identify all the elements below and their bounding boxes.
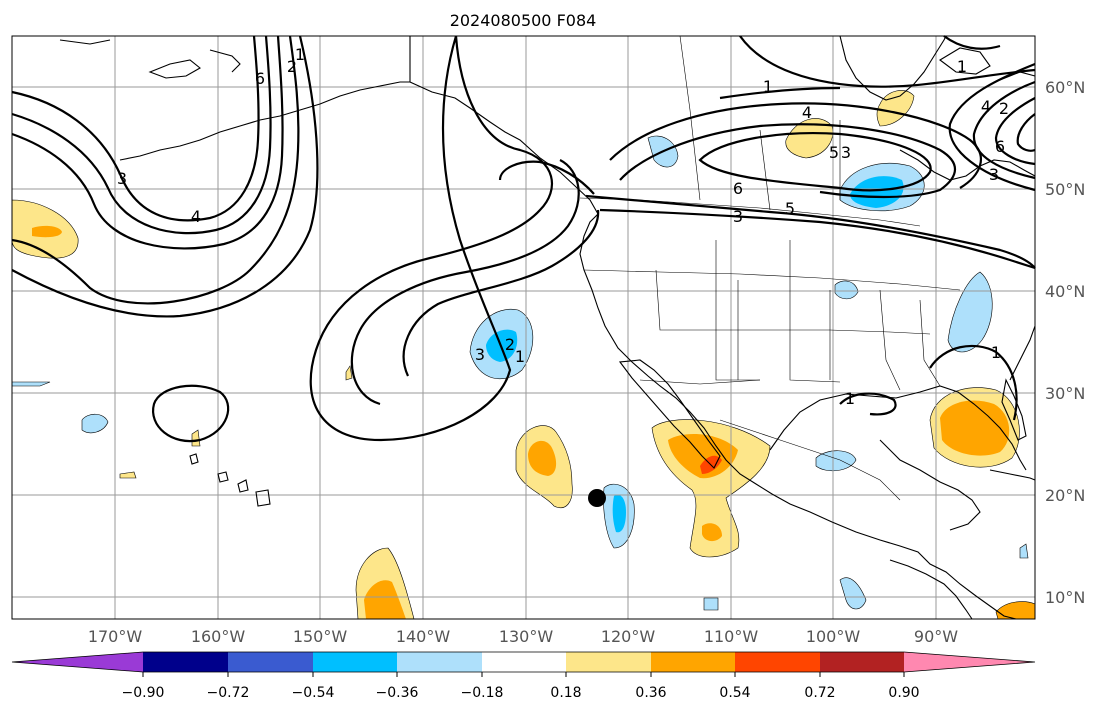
contour-label: 1 (991, 343, 1001, 362)
contour-label: 1 (515, 347, 525, 366)
longitude-label: 150°W (293, 627, 348, 646)
positive-anomaly-area (528, 440, 557, 476)
latitude-label: 40°N (1045, 282, 1085, 301)
colorbar-segment (397, 652, 482, 672)
colorbar-extend-high (904, 652, 1035, 672)
contour-label: 1 (295, 45, 305, 64)
colorbar-label: −0.72 (207, 685, 250, 701)
contour-label: 3 (841, 143, 851, 162)
positive-anomaly-area (119, 471, 137, 479)
colorbar: −0.90 −0.72 −0.54 −0.36 −0.18 0.18 0.36 … (11, 651, 1036, 701)
contour-label: 5 (785, 199, 795, 218)
longitude-label: 170°W (88, 627, 143, 646)
map-panel: 1 2 3 4 5 6 3 2 1 3 4 2 1 6 5 3 1 1 3 6 … (11, 35, 1036, 620)
contour-labels: 1 2 3 4 5 6 3 2 1 3 4 2 1 6 5 3 1 1 3 6 … (117, 45, 1009, 408)
colorbar-segment (313, 652, 397, 672)
contour-label: 5 (829, 143, 839, 162)
negative-anomaly-area (81, 413, 109, 434)
colorbar-segment (143, 652, 228, 672)
latitude-label: 60°N (1045, 78, 1085, 97)
longitude-axis-labels: 170°W 160°W 150°W 140°W 130°W 120°W 110°… (88, 627, 958, 646)
contour-label: 2 (287, 57, 297, 76)
negative-anomaly-area (612, 494, 626, 533)
contour-label: 4 (981, 97, 991, 116)
contour-label: 4 (191, 207, 201, 226)
colorbar-label: −0.18 (461, 685, 504, 701)
contour-label: 3 (733, 207, 743, 226)
negative-anomaly-area (850, 176, 904, 208)
contour-label: 3 (117, 169, 127, 188)
colorbar-segment (482, 652, 566, 672)
colorbar-labels: −0.90 −0.72 −0.54 −0.36 −0.18 0.18 0.36 … (122, 685, 920, 701)
colorbar-segment (566, 652, 651, 672)
longitude-label: 90°W (914, 627, 958, 646)
positive-anomaly-area (364, 580, 406, 619)
colorbar-label: −0.90 (122, 685, 165, 701)
colorbar-segment (228, 652, 313, 672)
positive-anomaly-area (876, 90, 915, 127)
contour-label: 2 (999, 99, 1009, 118)
negative-anomaly-area (1019, 543, 1029, 559)
longitude-label: 130°W (499, 627, 554, 646)
positive-anomaly-area (668, 434, 738, 479)
contour-label: 1 (763, 77, 773, 96)
colorbar-label: 0.36 (635, 685, 666, 701)
contour-label: 6 (733, 179, 743, 198)
positive-anomaly-area (345, 365, 353, 381)
map-frame (11, 35, 1036, 620)
colorbar-label: 0.72 (804, 685, 835, 701)
negative-anomaly-area (703, 597, 719, 611)
positive-anomaly-area (940, 400, 1010, 456)
colorbar-label: −0.36 (376, 685, 419, 701)
shaded-anomaly-areas (11, 90, 1036, 620)
negative-anomaly-area (839, 577, 867, 610)
contour-label: 6 (255, 69, 265, 88)
political-borders (579, 35, 961, 501)
latitude-label: 20°N (1045, 486, 1085, 505)
negative-anomaly-area (834, 280, 859, 300)
positive-anomaly-area (32, 225, 62, 238)
colorbar-label: −0.54 (292, 685, 335, 701)
contour-label: 6 (995, 137, 1005, 156)
colorbar-ticks (142, 672, 905, 677)
longitude-label: 110°W (704, 627, 759, 646)
colorbar-extend-low (12, 652, 143, 672)
map-title: 2024080500 F084 (450, 11, 597, 30)
location-marker (588, 489, 606, 507)
latitude-label: 10°N (1045, 588, 1085, 607)
longitude-label: 100°W (806, 627, 861, 646)
contour-label: 1 (845, 389, 855, 408)
colorbar-segment (820, 652, 904, 672)
colorbar-segment (735, 652, 820, 672)
contour-label: 3 (989, 165, 999, 184)
colorbar-label: 0.18 (550, 685, 581, 701)
negative-anomaly-area (815, 450, 857, 472)
contour-lines (11, 35, 1036, 443)
positive-anomaly-area (785, 118, 834, 159)
longitude-label: 140°W (396, 627, 451, 646)
positive-anomaly-area (702, 523, 722, 542)
longitude-label: 160°W (191, 627, 246, 646)
longitude-label: 120°W (601, 627, 656, 646)
colorbar-segments (11, 651, 1036, 673)
contour-label: 1 (957, 57, 967, 76)
latitude-label: 50°N (1045, 180, 1085, 199)
colorbar-label: 0.54 (719, 685, 750, 701)
contour-label: 2 (505, 335, 515, 354)
colorbar-label: 0.90 (888, 685, 919, 701)
negative-anomaly-area (947, 271, 993, 353)
contour-label: 3 (475, 345, 485, 364)
latitude-label: 30°N (1045, 384, 1085, 403)
contour-label: 4 (802, 103, 812, 122)
latitude-axis-labels: 60°N 50°N 40°N 30°N 20°N 10°N (1045, 78, 1085, 607)
colorbar-segment (651, 652, 735, 672)
